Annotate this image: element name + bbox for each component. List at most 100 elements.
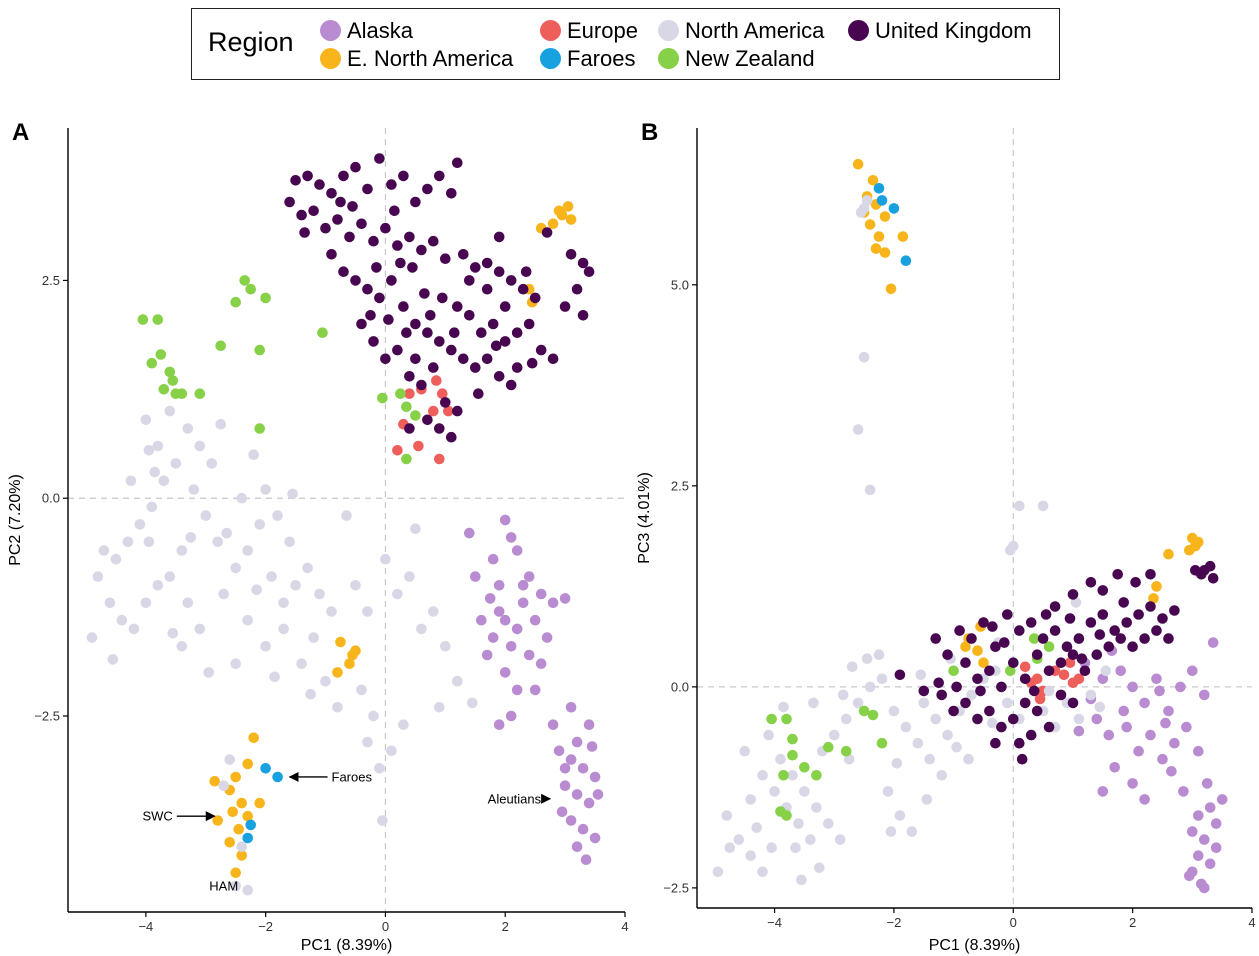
data-point: [1196, 878, 1207, 890]
data-point: [891, 758, 903, 769]
data-point: [404, 371, 415, 382]
data-point: [218, 780, 229, 791]
data-point: [410, 196, 421, 208]
legend-label: North America: [685, 18, 825, 43]
data-point: [942, 649, 953, 660]
data-point: [341, 510, 352, 521]
data-point: [428, 405, 439, 417]
data-point: [487, 553, 499, 565]
data-point: [879, 247, 891, 258]
data-point: [505, 532, 517, 543]
data-point: [565, 754, 577, 765]
data-point: [422, 414, 433, 426]
data-point: [966, 633, 977, 644]
data-point: [230, 880, 241, 892]
data-point: [86, 632, 98, 643]
data-point: [449, 327, 460, 339]
data-point: [933, 677, 944, 689]
data-point: [930, 633, 941, 644]
data-point: [284, 536, 295, 548]
data-point: [1133, 609, 1144, 620]
data-point: [377, 815, 388, 826]
data-point: [499, 514, 511, 526]
data-point: [242, 545, 253, 556]
data-point: [1091, 649, 1103, 660]
data-point: [781, 713, 792, 725]
data-point: [1210, 818, 1222, 829]
data-point: [1097, 786, 1109, 797]
data-point: [326, 249, 337, 260]
data-point: [529, 614, 541, 626]
series-alaska: [464, 514, 604, 865]
data-point: [407, 262, 418, 273]
data-point: [416, 379, 427, 391]
data-point: [894, 669, 906, 681]
data-point: [215, 340, 226, 352]
data-point: [963, 753, 974, 765]
data-point: [1103, 729, 1115, 741]
data-point: [245, 283, 256, 295]
data-point: [404, 423, 415, 434]
data-point: [577, 257, 589, 269]
annotation-swc: SWC: [142, 809, 216, 824]
data-point: [287, 488, 298, 500]
data-point: [446, 188, 457, 199]
data-point: [583, 797, 595, 809]
data-point: [541, 227, 553, 238]
data-point: [1145, 729, 1156, 741]
data-point: [978, 657, 989, 668]
data-point: [152, 440, 164, 452]
legend-label: Europe: [567, 18, 638, 43]
data-point: [984, 705, 995, 717]
data-point: [1016, 753, 1028, 765]
data-point: [930, 713, 941, 725]
data-point: [559, 301, 571, 312]
data-point: [371, 262, 382, 273]
data-point: [1076, 653, 1088, 664]
data-point: [272, 510, 283, 521]
data-point: [137, 314, 149, 325]
series-new-zealand: [137, 275, 421, 465]
data-point: [960, 657, 971, 668]
data-point: [1067, 697, 1079, 709]
data-point: [586, 741, 598, 752]
data-point: [1163, 633, 1174, 644]
data-point: [547, 597, 559, 609]
data-point: [751, 822, 762, 833]
series-e-north-america: [852, 158, 1204, 668]
data-point: [380, 222, 391, 234]
series-north-america: [712, 195, 1112, 886]
data-point: [867, 175, 879, 186]
data-point: [918, 697, 930, 709]
data-point: [589, 832, 601, 844]
data-point: [511, 684, 523, 696]
panel-label: A: [12, 119, 29, 146]
data-point: [170, 458, 182, 469]
data-point: [1085, 577, 1097, 588]
data-point: [840, 713, 852, 725]
data-point: [523, 318, 535, 330]
y-tick-label: −2.5: [663, 880, 689, 895]
data-point: [757, 770, 768, 781]
data-point: [942, 729, 953, 741]
legend: Region Alaska E. North America Europe Faroe…: [191, 8, 1060, 80]
data-point: [278, 623, 289, 635]
data-point: [565, 214, 577, 225]
legend-item-europe: Europe: [540, 17, 638, 45]
data-point: [1061, 641, 1073, 652]
data-point: [380, 353, 391, 365]
y-axis-title: PC2 (7.20%): [7, 474, 24, 566]
data-point: [852, 158, 864, 170]
data-point: [766, 713, 777, 725]
data-point: [499, 667, 511, 678]
data-point: [775, 806, 786, 817]
data-point: [1025, 729, 1037, 741]
data-point: [580, 854, 592, 865]
data-point: [811, 802, 822, 813]
data-point: [1199, 834, 1210, 845]
x-tick-label: −2: [258, 919, 273, 934]
data-point: [1127, 778, 1138, 789]
data-point: [230, 771, 241, 783]
data-point: [104, 597, 116, 609]
data-point: [999, 637, 1010, 648]
